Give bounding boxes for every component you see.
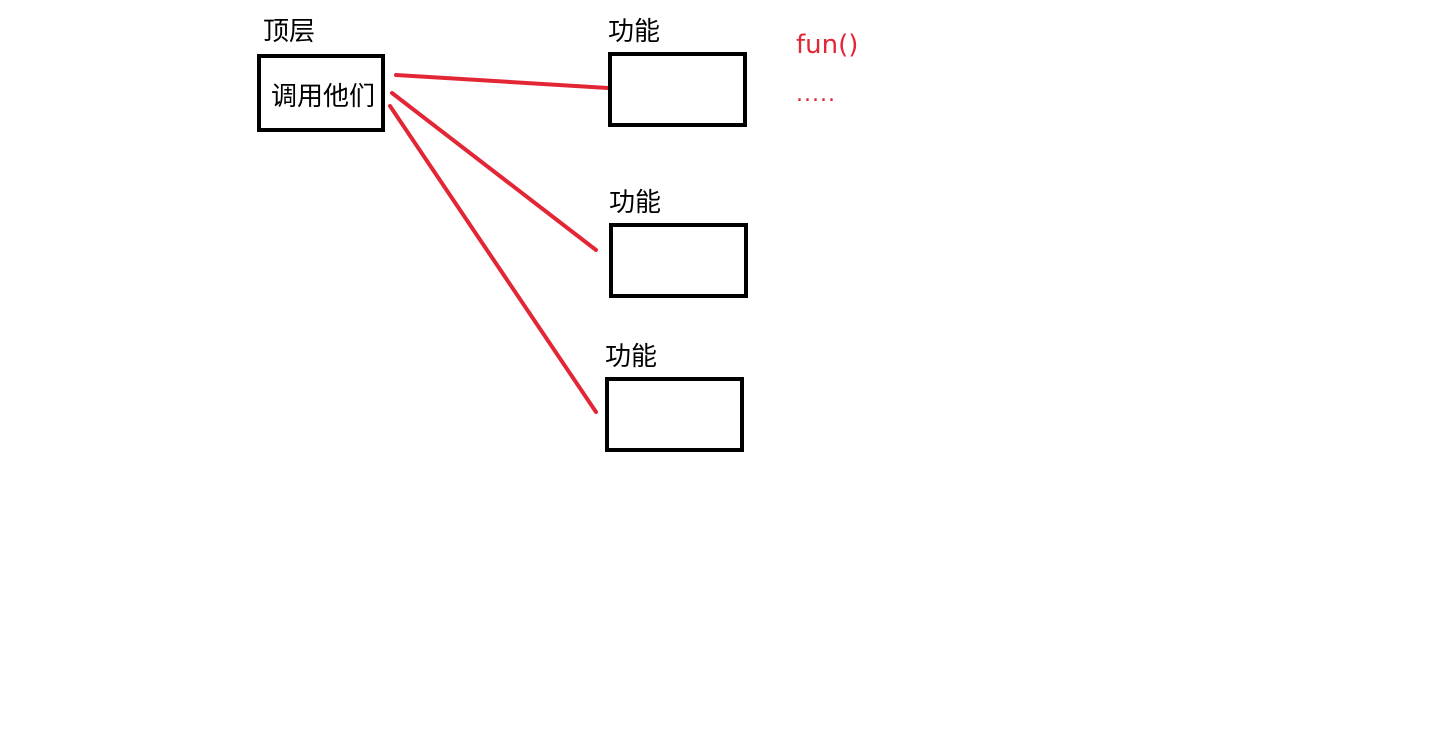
function-box-1 [608, 52, 747, 127]
function-title-2: 功能 [609, 188, 662, 218]
connector-line-3 [388, 104, 598, 414]
connector-line-2 [390, 91, 598, 252]
connector-line-1 [394, 73, 610, 90]
top-layer-content: 调用他们 [271, 82, 376, 112]
top-layer-box [257, 54, 385, 132]
function-title-3: 功能 [605, 342, 658, 372]
top-layer-title: 顶层 [263, 17, 316, 47]
function-box-2 [609, 223, 748, 298]
function-title-1: 功能 [608, 17, 661, 47]
ellipsis-note: ..... [796, 82, 836, 107]
fun-note: fun() [796, 30, 859, 60]
function-box-3 [605, 377, 744, 452]
